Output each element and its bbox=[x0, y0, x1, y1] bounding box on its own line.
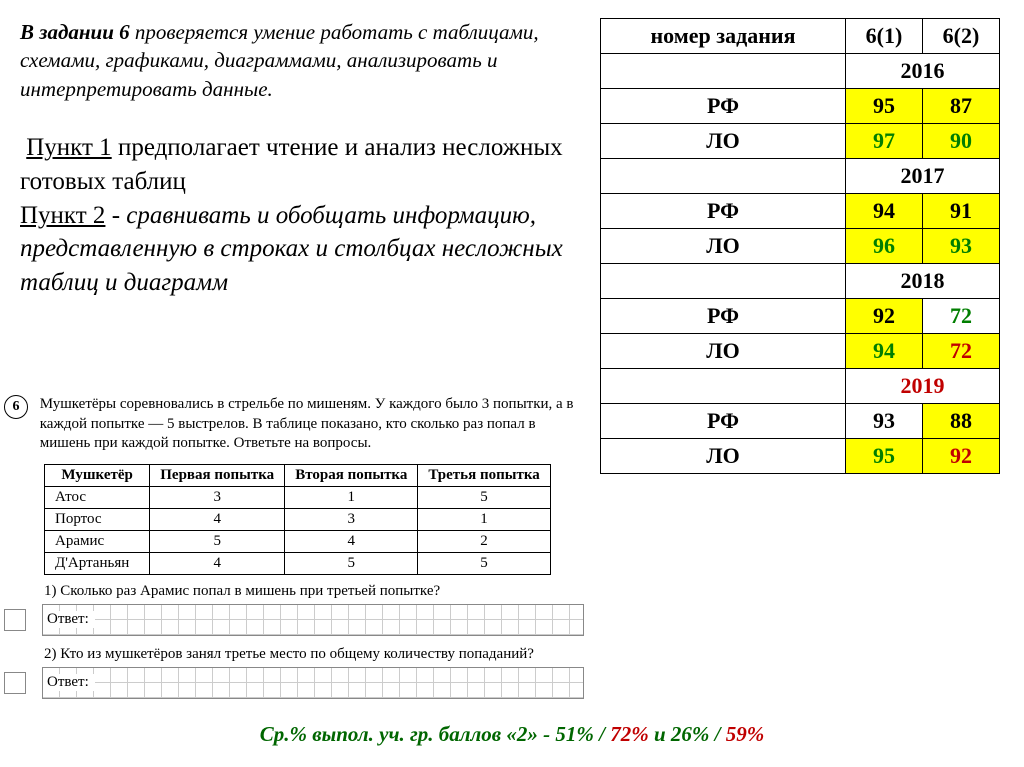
year-cell: 2018 bbox=[845, 264, 999, 299]
musk-cell: Портос bbox=[45, 508, 150, 530]
musk-col-header: Мушкетёр bbox=[45, 464, 150, 486]
score-cell: 90 bbox=[922, 124, 999, 159]
musk-cell: 5 bbox=[418, 552, 550, 574]
score-cell: 94 bbox=[845, 334, 922, 369]
score-cell: 97 bbox=[845, 124, 922, 159]
score-cell: 92 bbox=[845, 299, 922, 334]
score-row-label: РФ bbox=[601, 89, 846, 124]
score-head-3: 6(2) bbox=[922, 19, 999, 54]
problem-number: 6 bbox=[4, 395, 28, 419]
musk-cell: 5 bbox=[418, 486, 550, 508]
musk-cell: 3 bbox=[285, 508, 418, 530]
score-row-label: ЛО bbox=[601, 229, 846, 264]
intro-bold: В задании 6 bbox=[20, 20, 130, 44]
score-cell: 72 bbox=[922, 334, 999, 369]
musk-cell: Арамис bbox=[45, 530, 150, 552]
score-row-label: РФ bbox=[601, 404, 846, 439]
score-head-1: номер задания bbox=[601, 19, 846, 54]
musk-cell: 2 bbox=[418, 530, 550, 552]
score-cell: 91 bbox=[922, 194, 999, 229]
year-cell: 2016 bbox=[845, 54, 999, 89]
year-cell: 2019 bbox=[845, 369, 999, 404]
score-head-2: 6(1) bbox=[845, 19, 922, 54]
answer-checkbox-1[interactable] bbox=[4, 609, 26, 631]
score-cell: 95 bbox=[845, 439, 922, 474]
answer-checkbox-2[interactable] bbox=[4, 672, 26, 694]
score-cell: 87 bbox=[922, 89, 999, 124]
score-row-label: ЛО bbox=[601, 439, 846, 474]
score-cell: 92 bbox=[922, 439, 999, 474]
musk-cell: 1 bbox=[285, 486, 418, 508]
score-cell: 88 bbox=[922, 404, 999, 439]
score-cell: 93 bbox=[845, 404, 922, 439]
point2-label: Пункт 2 bbox=[20, 202, 105, 229]
score-table: номер задания 6(1) 6(2) 2016РФ9587ЛО9790… bbox=[600, 18, 1000, 474]
musk-cell: Д'Артаньян bbox=[45, 552, 150, 574]
musk-col-header: Первая попытка bbox=[150, 464, 285, 486]
problem-block: 6 Мушкетёры соревновались в стрельбе по … bbox=[4, 395, 594, 709]
musk-cell: 5 bbox=[150, 530, 285, 552]
score-cell: 72 bbox=[922, 299, 999, 334]
musk-cell: 4 bbox=[285, 530, 418, 552]
score-row-label: РФ bbox=[601, 194, 846, 229]
score-row-label: РФ bbox=[601, 299, 846, 334]
musk-cell: Атос bbox=[45, 486, 150, 508]
musk-cell: 4 bbox=[150, 508, 285, 530]
score-row-label: ЛО bbox=[601, 124, 846, 159]
intro-text: В задании 6 проверяется умение работать … bbox=[20, 18, 575, 103]
year-cell: 2017 bbox=[845, 159, 999, 194]
problem-text: Мушкетёры соревновались в стрельбе по ми… bbox=[40, 395, 580, 454]
score-cell: 94 bbox=[845, 194, 922, 229]
musk-cell: 4 bbox=[150, 552, 285, 574]
answer-field-1[interactable]: Ответ: bbox=[42, 604, 584, 636]
score-row-label: ЛО bbox=[601, 334, 846, 369]
musk-cell: 1 bbox=[418, 508, 550, 530]
points-block: Пункт 1 предполагает чтение и анализ нес… bbox=[20, 131, 575, 300]
question-1: 1) Сколько раз Арамис попал в мишень при… bbox=[44, 583, 594, 600]
musketeer-table: МушкетёрПервая попыткаВторая попыткаТрет… bbox=[44, 464, 551, 575]
footer-summary: Ср.% выпол. уч. гр. баллов «2» - 51% / 7… bbox=[0, 722, 1024, 747]
musk-col-header: Третья попытка bbox=[418, 464, 550, 486]
score-cell: 95 bbox=[845, 89, 922, 124]
answer-field-2[interactable]: Ответ: bbox=[42, 667, 584, 699]
musk-col-header: Вторая попытка bbox=[285, 464, 418, 486]
musk-cell: 3 bbox=[150, 486, 285, 508]
question-2: 2) Кто из мушкетёров занял третье место … bbox=[44, 646, 594, 663]
point1-label: Пункт 1 bbox=[26, 134, 111, 161]
score-cell: 93 bbox=[922, 229, 999, 264]
score-cell: 96 bbox=[845, 229, 922, 264]
musk-cell: 5 bbox=[285, 552, 418, 574]
